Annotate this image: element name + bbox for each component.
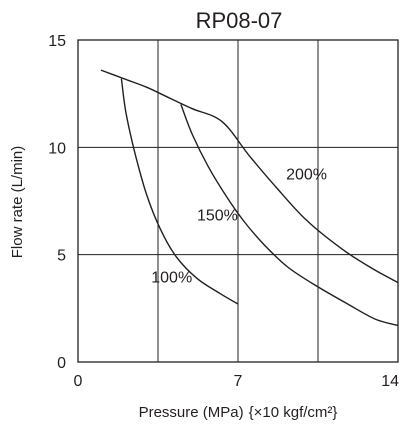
grid-lines [78,39,399,362]
y-tick-label: 0 [57,355,66,372]
series-label-150pct: 150% [197,207,238,224]
x-axis-label: Pressure (MPa) {×10 kgf/cm²} [139,404,338,421]
x-tick-label: 14 [381,373,399,390]
x-axis-label-text: Pressure (MPa) [139,404,244,421]
series-label-200pct: 200% [286,167,327,184]
curves [100,69,399,327]
x-tick-label: 7 [234,373,243,390]
x-tick-labels: 0 7 14 [74,373,400,390]
y-axis-label: Flow rate (L/min) [9,146,26,259]
series-labels: 200% 150% 100% [151,167,327,287]
chart-title: RP08-07 [196,8,283,33]
plot-frame [77,39,399,363]
y-tick-label: 15 [48,33,66,50]
series-line-100pct [120,78,239,305]
y-tick-label: 10 [48,140,66,157]
series-label-100pct: 100% [151,270,192,287]
x-axis-label-unit: {×10 kgf/cm²} [249,404,338,421]
x-tick-label: 0 [74,373,83,390]
y-tick-labels: 0 5 10 15 [48,33,66,372]
series-line-200pct [100,69,399,284]
series-line-150pct [180,104,399,327]
y-tick-label: 5 [57,248,66,265]
